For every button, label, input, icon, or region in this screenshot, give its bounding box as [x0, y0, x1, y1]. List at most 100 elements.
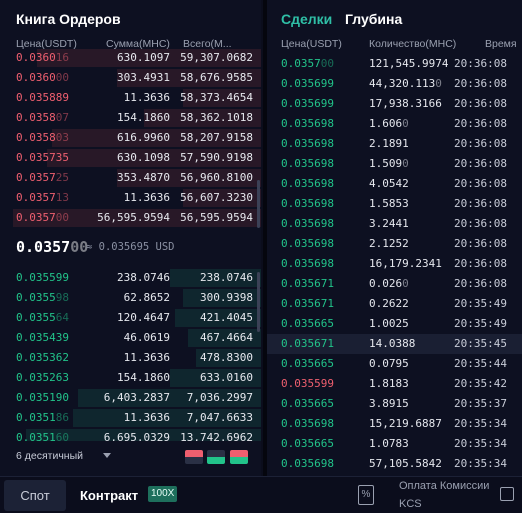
total-column-header: Всего(М... — [183, 38, 232, 50]
trade-time: 20:36:08 — [454, 137, 507, 150]
tab-trades[interactable]: Сделки — [281, 11, 333, 27]
trade-row[interactable]: 0.035698 2.1891 20:36:08 — [267, 134, 522, 154]
bid-row[interactable]: 0.035564 120.4647 421.4045 — [0, 308, 261, 328]
price-main: 0.035698 — [281, 217, 334, 230]
qty-main: 1.0783 — [369, 437, 409, 450]
price-main: 0.035671 — [281, 297, 334, 310]
bid-amount: 6,403.2837 — [103, 391, 170, 404]
ask-row[interactable]: 0.035735 630.1098 57,590.9198 — [0, 148, 261, 168]
trade-row[interactable]: 0.035698 1.5853 20:36:08 — [267, 194, 522, 214]
depth-bar — [78, 389, 261, 407]
contract-button[interactable]: Контракт — [80, 488, 139, 503]
trade-row[interactable]: 0.035698 57,105.5842 20:35:34 — [267, 454, 522, 474]
price-main: 0.035665 — [281, 317, 334, 330]
trade-price: 0.035671 — [281, 274, 334, 294]
price-main: 0.035698 — [281, 417, 334, 430]
trade-price: 0.035698 — [281, 454, 334, 474]
trade-row[interactable]: 0.035700 121,545.9974 20:36:08 — [267, 54, 522, 74]
bid-total: 467.4664 — [200, 331, 253, 344]
view-bids-icon[interactable] — [207, 450, 225, 464]
trade-row[interactable]: 0.035665 1.0025 20:35:49 — [267, 314, 522, 334]
spot-button[interactable]: Спот — [4, 480, 66, 511]
trade-row[interactable]: 0.035671 0.2622 20:35:49 — [267, 294, 522, 314]
bid-total: 633.0160 — [200, 371, 253, 384]
trade-row[interactable]: 0.035698 3.2441 20:36:08 — [267, 214, 522, 234]
bids-scrollbar[interactable] — [257, 272, 260, 332]
price-dim: 13 — [55, 191, 69, 204]
trade-row[interactable]: 0.035665 3.8915 20:35:37 — [267, 394, 522, 414]
trade-qty: 3.8915 — [369, 394, 409, 414]
ask-total: 56,595.9594 — [180, 211, 253, 224]
trade-row[interactable]: 0.035665 1.0783 20:35:34 — [267, 434, 522, 454]
price-main: 0.035362 — [16, 351, 69, 364]
ask-price: 0.036016 — [16, 48, 69, 68]
qty-dim: 0 — [435, 77, 442, 90]
ask-total: 58,362.1018 — [180, 111, 253, 124]
bid-row[interactable]: 0.035190 6,403.2837 7,036.2997 — [0, 388, 261, 408]
trade-row[interactable]: 0.035699 17,938.3166 20:36:08 — [267, 94, 522, 114]
trade-row[interactable]: 0.035671 14.0388 20:35:45 — [267, 334, 522, 354]
bid-total: 478.8300 — [200, 351, 253, 364]
ask-row[interactable]: 0.035807 154.1860 58,362.1018 — [0, 108, 261, 128]
ask-row[interactable]: 0.036000 303.4931 58,676.9585 — [0, 68, 261, 88]
view-asks-icon[interactable] — [230, 450, 248, 464]
qty-main: 14.0388 — [369, 337, 416, 350]
asks-scrollbar[interactable] — [257, 180, 260, 228]
bid-amount: 11.3636 — [123, 411, 170, 424]
ask-row[interactable]: 0.035713 11.3636 56,607.3230 — [0, 188, 261, 208]
depth-bar — [182, 89, 261, 107]
price-main: 0.035698 — [281, 157, 334, 170]
bid-row[interactable]: 0.035598 62.8652 300.9398 — [0, 288, 261, 308]
trade-price: 0.035698 — [281, 254, 334, 274]
depth-bar — [73, 409, 261, 427]
bid-row[interactable]: 0.035263 154.1860 633.0160 — [0, 368, 261, 388]
ask-row[interactable]: 0.035725 353.4870 56,960.8100 — [0, 168, 261, 188]
chevron-down-icon[interactable] — [103, 453, 111, 458]
trade-row[interactable]: 0.035698 16,179.2341 20:36:08 — [267, 254, 522, 274]
view-both-icon[interactable] — [185, 450, 203, 464]
trade-row[interactable]: 0.035698 2.1252 20:36:08 — [267, 234, 522, 254]
trade-price: 0.035698 — [281, 234, 334, 254]
bid-total: 7,036.2997 — [186, 391, 253, 404]
trade-time: 20:36:08 — [454, 57, 507, 70]
ask-row[interactable]: 0.035889 11.3636 58,373.4654 — [0, 88, 261, 108]
depth-bar — [169, 369, 261, 387]
bid-row[interactable]: 0.035362 11.3636 478.8300 — [0, 348, 261, 368]
trade-row[interactable]: 0.035698 1.5090 20:36:08 — [267, 154, 522, 174]
bid-row[interactable]: 0.035439 46.0619 467.4664 — [0, 328, 261, 348]
price-main: 0.035671 — [281, 277, 334, 290]
price-main: 0.035698 — [281, 117, 334, 130]
kcs-fee-checkbox[interactable] — [500, 487, 514, 501]
trade-row[interactable]: 0.035699 44,320.1130 20:36:08 — [267, 74, 522, 94]
price-dim: 64 — [55, 311, 69, 324]
decimals-select[interactable]: 6 десятичный — [16, 450, 84, 462]
ask-amount: 353.4870 — [117, 171, 170, 184]
bid-total: 300.9398 — [200, 291, 253, 304]
price-main: 0.035699 — [281, 97, 334, 110]
bid-price: 0.035362 — [16, 348, 69, 368]
depth-bar — [195, 349, 261, 367]
trade-row[interactable]: 0.035599 1.8183 20:35:42 — [267, 374, 522, 394]
bid-row[interactable]: 0.035599 238.0746 238.0746 — [0, 268, 261, 288]
tab-depth[interactable]: Глубина — [345, 11, 403, 27]
trade-row[interactable]: 0.035698 1.6060 20:36:08 — [267, 114, 522, 134]
bid-row[interactable]: 0.035186 11.3636 7,047.6633 — [0, 408, 261, 428]
ask-row[interactable]: 0.035803 616.9960 58,207.9158 — [0, 128, 261, 148]
trade-qty: 16,179.2341 — [369, 254, 442, 274]
price-main: 0.035889 — [16, 91, 69, 104]
trade-row[interactable]: 0.035671 0.0260 20:36:08 — [267, 274, 522, 294]
price-dim: 00 — [55, 211, 69, 224]
qty-main: 3.8915 — [369, 397, 409, 410]
trade-time: 20:35:44 — [454, 357, 507, 370]
trade-price-column-header: Цена(USDT) — [281, 38, 342, 50]
ask-row[interactable]: 0.036016 630.1097 59,307.0682 — [0, 48, 261, 68]
qty-dim: 0 — [402, 277, 409, 290]
trade-row[interactable]: 0.035698 4.0542 20:36:08 — [267, 174, 522, 194]
trade-row[interactable]: 0.035698 15,219.6887 20:35:34 — [267, 414, 522, 434]
price-main: 0.0357 — [16, 191, 56, 204]
trade-row[interactable]: 0.035665 0.0795 20:35:44 — [267, 354, 522, 374]
ask-row[interactable]: 0.035700 56,595.9594 56,595.9594 — [0, 208, 261, 228]
price-main: 0.0360 — [16, 71, 56, 84]
bid-price: 0.035160 — [16, 428, 69, 448]
qty-main: 1.8183 — [369, 377, 409, 390]
